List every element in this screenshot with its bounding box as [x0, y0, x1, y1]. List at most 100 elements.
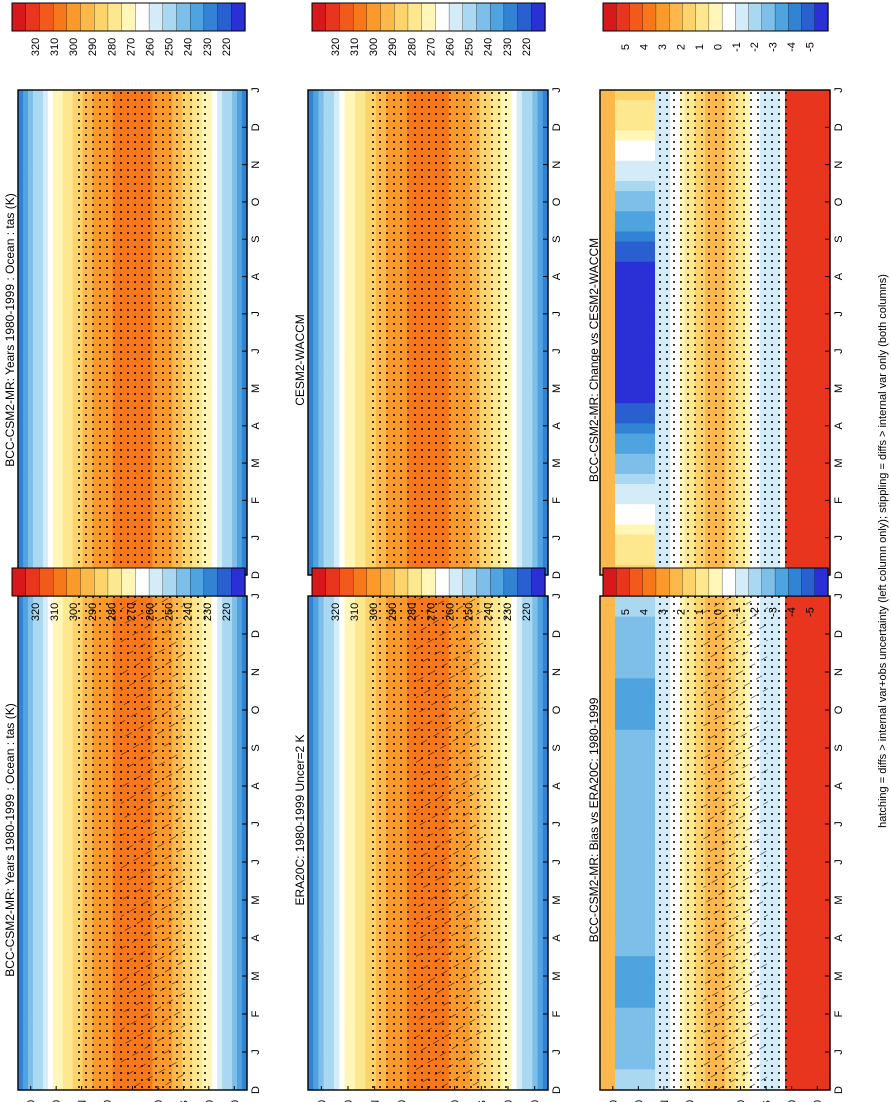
heatmap-cell: [222, 160, 228, 172]
heatmap-cell: [52, 606, 59, 618]
heatmap-cell: [313, 453, 320, 465]
heatmap-cell: [42, 801, 49, 813]
heatmap-cell: [52, 494, 59, 505]
heatmap-cell: [207, 863, 213, 875]
heatmap-cell: [37, 554, 44, 566]
heatmap-cell: [227, 688, 233, 700]
colorbar-swatch: [107, 567, 123, 597]
heatmap-cell: [222, 413, 228, 425]
heatmap-cell: [47, 976, 54, 988]
heatmap-cell: [52, 1048, 59, 1060]
heatmap-cell: [344, 201, 351, 212]
heatmap-cell: [67, 261, 74, 273]
heatmap-cell: [339, 443, 346, 455]
y-tick-label: 80: [26, 1100, 38, 1102]
heatmap-cell: [52, 332, 59, 344]
heatmap-cell: [349, 281, 356, 293]
heatmap-cell: [339, 504, 346, 515]
heatmap-cell: [222, 997, 228, 1009]
heatmap-cell: [27, 302, 34, 313]
heatmap-cell: [22, 904, 29, 916]
heatmap-cell: [32, 221, 39, 233]
heatmap-cell: [67, 554, 74, 566]
heatmap-cell: [217, 976, 223, 988]
heatmap-cell: [242, 312, 248, 323]
heatmap-cell: [227, 966, 233, 978]
heatmap-cell: [232, 453, 238, 465]
heatmap-cell: [37, 976, 44, 988]
heatmap-cell: [57, 544, 64, 556]
heatmap-cell: [32, 1059, 39, 1071]
heatmap-cell: [232, 332, 238, 344]
heatmap-cell: [237, 130, 243, 142]
heatmap-cell: [232, 884, 238, 896]
heatmap-cell: [22, 362, 29, 374]
heatmap-cell: [217, 180, 223, 192]
heatmap-cell: [349, 140, 356, 152]
heatmap-cell: [323, 342, 330, 354]
heatmap-cell: [222, 894, 228, 906]
heatmap-cell: [27, 463, 34, 475]
heatmap-cell: [32, 843, 39, 854]
heatmap-cell: [18, 956, 24, 968]
heatmap-cell: [62, 271, 69, 283]
heatmap-cell: [344, 473, 351, 485]
heatmap-cell: [27, 140, 34, 152]
colorbar-label: 300: [68, 38, 80, 56]
heatmap-cell: [222, 423, 228, 435]
heatmap-cell: [207, 843, 213, 854]
heatmap-cell: [67, 987, 74, 998]
heatmap-cell: [62, 668, 69, 679]
heatmap-cell: [222, 100, 228, 111]
heatmap-cell: [323, 403, 330, 414]
heatmap-cell: [57, 150, 64, 162]
heatmap-cell: [217, 781, 223, 793]
heatmap-cell: [232, 201, 238, 212]
heatmap-cell: [323, 514, 330, 526]
heatmap-cell: [323, 433, 330, 445]
heatmap-cell: [37, 160, 44, 172]
heatmap-cell: [232, 945, 238, 957]
heatmap-cell: [57, 271, 64, 283]
heatmap-cell: [22, 221, 29, 233]
heatmap-cell: [237, 1017, 243, 1029]
heatmap-cell: [222, 781, 228, 793]
heatmap-cell: [323, 534, 330, 546]
heatmap-cell: [212, 473, 218, 485]
heatmap-cell: [344, 514, 351, 526]
heatmap-cell: [212, 1079, 218, 1091]
heatmap-cell: [52, 616, 59, 628]
heatmap-cell: [227, 504, 233, 515]
heatmap-cell: [62, 812, 69, 824]
heatmap-cell: [67, 668, 74, 679]
heatmap-cell: [32, 966, 39, 978]
heatmap-cell: [207, 894, 213, 906]
heatmap-cell: [344, 120, 351, 132]
heatmap-cell: [62, 750, 69, 762]
heatmap-cell: [52, 393, 59, 404]
heatmap-cell: [62, 302, 69, 313]
heatmap-cell: [207, 812, 213, 824]
heatmap-cell: [27, 1048, 34, 1060]
heatmap-cell: [32, 616, 39, 628]
colorbar-swatch: [190, 2, 205, 32]
heatmap-cell: [308, 241, 314, 253]
heatmap-cell: [323, 372, 330, 384]
heatmap-cell: [42, 894, 49, 906]
heatmap-cell: [57, 241, 64, 253]
heatmap-cell: [22, 211, 29, 222]
heatmap-cell: [334, 191, 340, 202]
heatmap-cell: [313, 90, 320, 101]
heatmap-cell: [207, 393, 213, 404]
heatmap-cell: [67, 332, 74, 344]
heatmap-cell: [57, 647, 64, 659]
heatmap-cell: [217, 453, 223, 465]
heatmap-cell: [18, 750, 24, 762]
heatmap-cell: [37, 403, 44, 414]
heatmap-cell: [22, 504, 29, 515]
heatmap-cell: [308, 352, 314, 364]
heatmap-cell: [349, 231, 356, 243]
heatmap-cell: [212, 709, 218, 721]
heatmap-cell: [313, 524, 320, 536]
